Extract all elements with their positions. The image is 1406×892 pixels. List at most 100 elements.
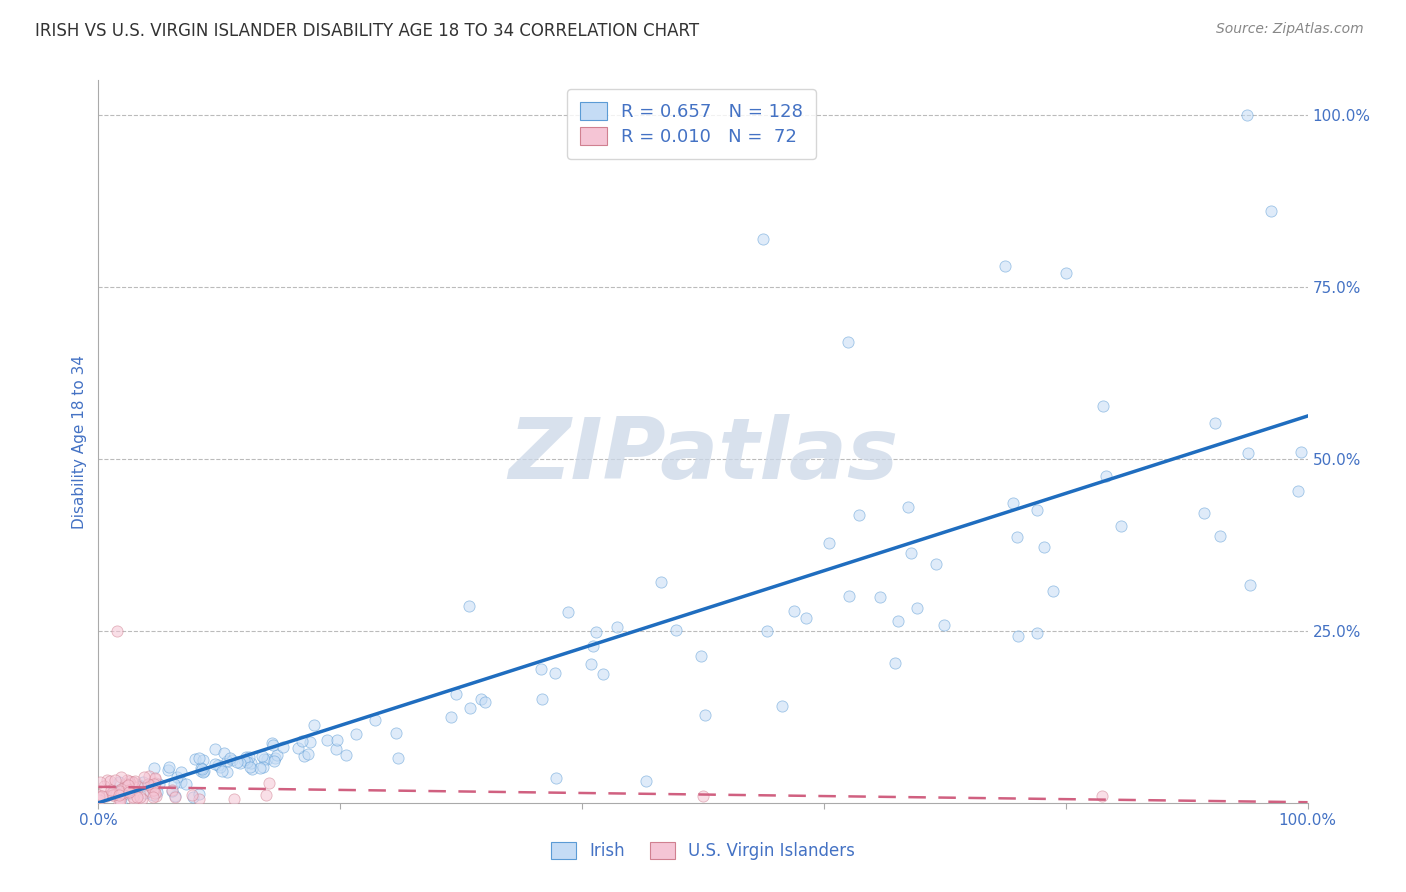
Text: IRISH VS U.S. VIRGIN ISLANDER DISABILITY AGE 18 TO 34 CORRELATION CHART: IRISH VS U.S. VIRGIN ISLANDER DISABILITY… bbox=[35, 22, 699, 40]
Point bbox=[1007, 530, 1029, 544]
Point bbox=[124, 792, 146, 806]
Point bbox=[634, 773, 657, 788]
Point bbox=[212, 746, 235, 760]
Point bbox=[138, 784, 160, 798]
Point bbox=[544, 666, 567, 681]
Point bbox=[254, 788, 277, 802]
Point bbox=[752, 231, 775, 245]
Point bbox=[143, 786, 166, 800]
Point bbox=[883, 656, 905, 670]
Point bbox=[124, 773, 146, 788]
Point bbox=[89, 788, 111, 802]
Point bbox=[121, 775, 143, 789]
Point bbox=[87, 793, 110, 807]
Point bbox=[886, 615, 908, 629]
Point bbox=[141, 780, 163, 795]
Point bbox=[900, 545, 922, 559]
Point bbox=[240, 763, 263, 777]
Text: Source: ZipAtlas.com: Source: ZipAtlas.com bbox=[1216, 22, 1364, 37]
Point bbox=[1007, 629, 1029, 643]
Point bbox=[266, 747, 288, 762]
Point bbox=[934, 618, 956, 632]
Point bbox=[129, 779, 152, 793]
Point bbox=[181, 789, 204, 803]
Point bbox=[440, 709, 463, 723]
Point bbox=[101, 786, 124, 800]
Point bbox=[287, 740, 309, 755]
Point bbox=[101, 784, 124, 798]
Point bbox=[108, 787, 131, 801]
Point bbox=[148, 777, 170, 791]
Point bbox=[117, 773, 139, 788]
Point bbox=[156, 764, 179, 778]
Point bbox=[796, 611, 818, 625]
Point bbox=[219, 751, 242, 765]
Point bbox=[125, 789, 148, 804]
Point bbox=[530, 661, 553, 675]
Point bbox=[1239, 578, 1261, 592]
Point bbox=[143, 777, 166, 791]
Point bbox=[100, 774, 122, 789]
Point bbox=[325, 742, 347, 756]
Point bbox=[1091, 789, 1114, 803]
Point bbox=[238, 750, 260, 764]
Point bbox=[364, 713, 387, 727]
Point bbox=[143, 772, 166, 786]
Point bbox=[215, 755, 238, 769]
Point bbox=[256, 752, 278, 766]
Point bbox=[1026, 503, 1049, 517]
Point bbox=[1095, 469, 1118, 483]
Point bbox=[222, 791, 245, 805]
Point bbox=[1286, 484, 1309, 499]
Point bbox=[187, 787, 209, 801]
Point bbox=[263, 751, 285, 765]
Point bbox=[163, 776, 186, 790]
Point bbox=[127, 780, 149, 795]
Point bbox=[118, 774, 141, 789]
Point bbox=[257, 776, 280, 790]
Point bbox=[240, 756, 263, 770]
Point bbox=[204, 756, 226, 771]
Point bbox=[114, 777, 136, 791]
Point bbox=[108, 793, 131, 807]
Point bbox=[470, 692, 492, 706]
Point bbox=[142, 788, 165, 802]
Point bbox=[1109, 519, 1132, 533]
Point bbox=[225, 755, 247, 769]
Point bbox=[344, 727, 367, 741]
Point bbox=[665, 624, 688, 638]
Point bbox=[1194, 506, 1216, 520]
Point bbox=[292, 748, 315, 763]
Point bbox=[924, 558, 946, 572]
Point bbox=[107, 788, 129, 802]
Point bbox=[105, 624, 128, 638]
Point bbox=[458, 701, 481, 715]
Point bbox=[111, 786, 134, 800]
Point bbox=[208, 760, 231, 774]
Point bbox=[235, 750, 257, 764]
Point bbox=[384, 726, 406, 740]
Point bbox=[221, 753, 243, 767]
Point bbox=[117, 787, 139, 801]
Point bbox=[165, 789, 187, 803]
Point bbox=[122, 780, 145, 794]
Point bbox=[770, 698, 793, 713]
Point bbox=[110, 770, 132, 784]
Point bbox=[335, 747, 357, 762]
Point bbox=[817, 536, 839, 550]
Point bbox=[118, 785, 141, 799]
Point bbox=[848, 508, 870, 523]
Point bbox=[444, 687, 467, 701]
Point bbox=[585, 625, 607, 640]
Point bbox=[387, 751, 409, 765]
Point bbox=[90, 789, 112, 804]
Point bbox=[134, 787, 156, 801]
Point bbox=[110, 790, 132, 805]
Point bbox=[215, 764, 238, 779]
Point bbox=[299, 735, 322, 749]
Point bbox=[128, 790, 150, 805]
Point bbox=[160, 784, 183, 798]
Point bbox=[869, 591, 891, 605]
Point bbox=[163, 789, 186, 804]
Point bbox=[304, 718, 326, 732]
